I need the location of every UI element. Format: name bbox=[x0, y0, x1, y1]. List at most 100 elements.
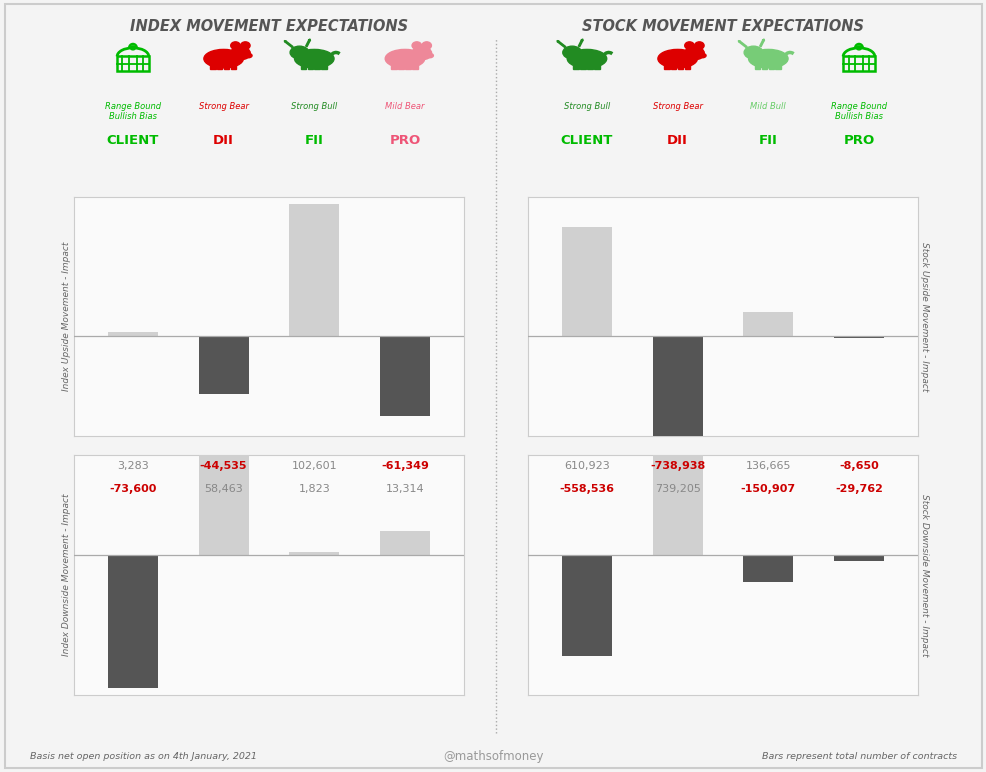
Ellipse shape bbox=[562, 46, 581, 59]
Bar bbox=[775, 60, 780, 69]
Text: -8,650: -8,650 bbox=[838, 461, 878, 470]
Text: INDEX MOVEMENT EXPECTATIONS: INDEX MOVEMENT EXPECTATIONS bbox=[130, 19, 407, 34]
Bar bbox=[768, 60, 773, 69]
Text: PRO: PRO bbox=[842, 134, 874, 147]
Y-axis label: Index Upside Movement - Impact: Index Upside Movement - Impact bbox=[62, 242, 71, 391]
Circle shape bbox=[856, 46, 861, 50]
Bar bbox=[380, 337, 430, 416]
FancyArrow shape bbox=[284, 41, 293, 48]
Bar bbox=[761, 60, 766, 69]
Text: 13,314: 13,314 bbox=[386, 484, 424, 493]
Text: DII: DII bbox=[667, 134, 687, 147]
Bar bbox=[561, 555, 611, 655]
Ellipse shape bbox=[425, 53, 433, 58]
Bar bbox=[404, 60, 410, 69]
Text: Strong Bear: Strong Bear bbox=[198, 102, 248, 111]
Bar bbox=[198, 449, 248, 555]
Bar bbox=[677, 60, 682, 69]
Text: 58,463: 58,463 bbox=[204, 484, 243, 493]
Text: FII: FII bbox=[758, 134, 777, 147]
Bar bbox=[390, 60, 396, 69]
FancyArrow shape bbox=[306, 39, 311, 46]
Text: Basis net open position as on 4th January, 2021: Basis net open position as on 4th Januar… bbox=[30, 752, 256, 761]
Bar bbox=[561, 226, 611, 337]
Text: -73,600: -73,600 bbox=[109, 484, 157, 493]
Ellipse shape bbox=[294, 49, 333, 68]
Text: -150,907: -150,907 bbox=[740, 484, 795, 493]
Bar bbox=[301, 60, 306, 69]
FancyArrow shape bbox=[556, 41, 565, 48]
Bar bbox=[684, 60, 689, 69]
Bar bbox=[587, 60, 593, 69]
FancyArrow shape bbox=[759, 39, 764, 46]
Bar bbox=[754, 60, 759, 69]
Text: CLIENT: CLIENT bbox=[560, 134, 612, 147]
Ellipse shape bbox=[411, 46, 431, 59]
Bar bbox=[217, 60, 222, 69]
Bar bbox=[107, 555, 158, 688]
Bar bbox=[833, 555, 883, 560]
Bar bbox=[224, 60, 229, 69]
Text: Range Bound
Bullish Bias: Range Bound Bullish Bias bbox=[105, 102, 161, 120]
Bar bbox=[652, 422, 702, 555]
Bar bbox=[742, 555, 793, 582]
Bar bbox=[210, 60, 215, 69]
Text: 102,601: 102,601 bbox=[291, 461, 337, 470]
Bar bbox=[670, 60, 675, 69]
Y-axis label: Stock Upside Movement - Impact: Stock Upside Movement - Impact bbox=[919, 242, 928, 391]
Text: CLIENT: CLIENT bbox=[106, 134, 159, 147]
Circle shape bbox=[241, 42, 249, 49]
Bar bbox=[397, 60, 403, 69]
Ellipse shape bbox=[684, 46, 704, 59]
Bar bbox=[289, 552, 339, 555]
Bar bbox=[411, 60, 417, 69]
Text: 136,665: 136,665 bbox=[744, 461, 790, 470]
Text: -44,535: -44,535 bbox=[200, 461, 247, 470]
Bar bbox=[380, 531, 430, 555]
Ellipse shape bbox=[290, 46, 309, 59]
Circle shape bbox=[684, 42, 693, 49]
Text: PRO: PRO bbox=[388, 134, 420, 147]
Ellipse shape bbox=[747, 49, 787, 68]
Text: -738,938: -738,938 bbox=[650, 461, 705, 470]
Bar bbox=[842, 56, 874, 71]
Circle shape bbox=[421, 42, 431, 49]
Bar bbox=[652, 337, 702, 469]
Bar bbox=[198, 337, 248, 394]
Text: Strong Bull: Strong Bull bbox=[563, 102, 609, 111]
Text: -61,349: -61,349 bbox=[381, 461, 429, 470]
Text: 610,923: 610,923 bbox=[564, 461, 609, 470]
Text: Strong Bear: Strong Bear bbox=[652, 102, 702, 111]
Bar bbox=[573, 60, 579, 69]
Text: Bars represent total number of contracts: Bars represent total number of contracts bbox=[761, 752, 956, 761]
Bar bbox=[833, 337, 883, 338]
Bar bbox=[742, 312, 793, 337]
Text: @mathsofmoney: @mathsofmoney bbox=[443, 750, 543, 763]
Ellipse shape bbox=[698, 53, 705, 58]
Bar bbox=[321, 60, 326, 69]
FancyArrow shape bbox=[738, 41, 746, 48]
Text: -29,762: -29,762 bbox=[834, 484, 882, 493]
Text: Mild Bull: Mild Bull bbox=[749, 102, 786, 111]
Text: Range Bound
Bullish Bias: Range Bound Bullish Bias bbox=[830, 102, 886, 120]
Bar bbox=[107, 332, 158, 337]
Bar bbox=[315, 60, 319, 69]
Text: -558,536: -558,536 bbox=[559, 484, 614, 493]
Y-axis label: Index Downside Movement - Impact: Index Downside Movement - Impact bbox=[62, 494, 71, 656]
Text: FII: FII bbox=[305, 134, 323, 147]
Text: 1,823: 1,823 bbox=[298, 484, 330, 493]
Ellipse shape bbox=[204, 49, 244, 68]
Bar bbox=[231, 60, 236, 69]
Text: 739,205: 739,205 bbox=[654, 484, 700, 493]
Bar bbox=[594, 60, 599, 69]
Circle shape bbox=[130, 46, 135, 50]
Bar bbox=[580, 60, 586, 69]
Circle shape bbox=[411, 42, 421, 49]
Text: DII: DII bbox=[213, 134, 234, 147]
Circle shape bbox=[694, 42, 703, 49]
Y-axis label: Stock Downside Movement - Impact: Stock Downside Movement - Impact bbox=[919, 494, 928, 656]
Ellipse shape bbox=[385, 49, 424, 68]
Circle shape bbox=[231, 42, 240, 49]
Bar bbox=[117, 56, 149, 71]
Text: Strong Bull: Strong Bull bbox=[291, 102, 337, 111]
